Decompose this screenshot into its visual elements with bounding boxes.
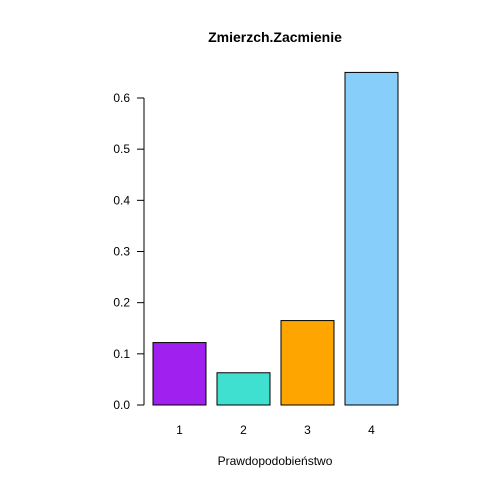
y-axis: 0.0 0.1 0.2 0.3 0.4 0.5 0.6: [113, 91, 145, 412]
y-tick-label: 0.1: [113, 347, 130, 361]
x-axis-label: Prawdopodobieństwo: [218, 454, 333, 468]
bar-2: [216, 372, 271, 406]
y-tick-label: 0.2: [113, 296, 130, 310]
x-tick-label: 2: [240, 423, 247, 437]
x-tick-labels: 1 2 3 4: [176, 423, 375, 437]
y-tick-label: 0.0: [113, 398, 130, 412]
bar-3: [280, 320, 335, 406]
bar-4: [344, 71, 399, 406]
bars: [152, 71, 399, 406]
x-tick-label: 4: [368, 423, 375, 437]
bar-1: [152, 342, 207, 406]
y-tick-label: 0.3: [113, 245, 130, 259]
y-tick-label: 0.6: [113, 91, 130, 105]
y-tick-label: 0.5: [113, 142, 130, 156]
chart-title: Zmierzch.Zacmienie: [208, 29, 342, 45]
x-tick-label: 1: [176, 423, 183, 437]
y-tick-label: 0.4: [113, 193, 130, 207]
x-tick-label: 3: [304, 423, 311, 437]
